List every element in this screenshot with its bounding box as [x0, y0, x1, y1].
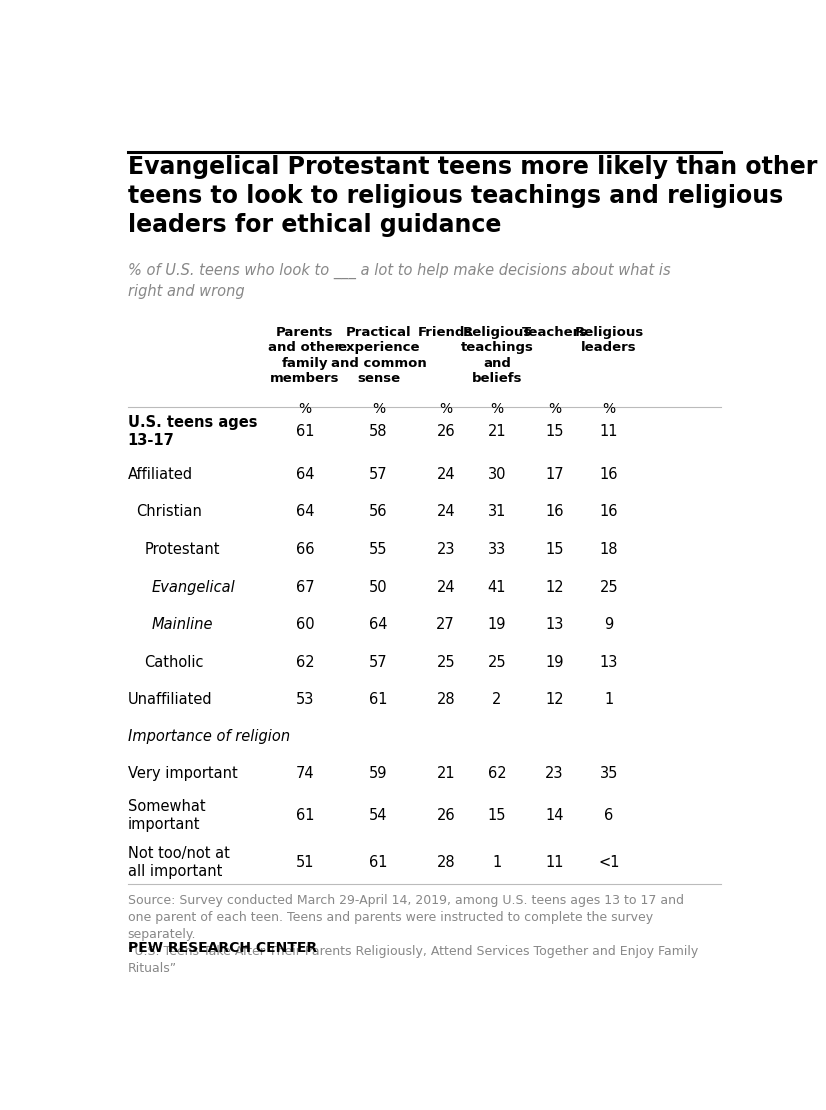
Text: Catholic: Catholic — [145, 655, 204, 669]
Text: 26: 26 — [436, 808, 455, 824]
Text: 61: 61 — [369, 693, 387, 707]
Text: 16: 16 — [600, 504, 618, 519]
Text: 14: 14 — [545, 808, 564, 824]
Text: 61: 61 — [369, 855, 387, 870]
Text: 19: 19 — [487, 617, 506, 633]
Text: 12: 12 — [545, 579, 564, 595]
Text: 12: 12 — [545, 693, 564, 707]
Text: Importance of religion: Importance of religion — [127, 729, 290, 744]
Text: 24: 24 — [436, 504, 455, 519]
Text: 54: 54 — [369, 808, 387, 824]
Text: Mainline: Mainline — [152, 617, 213, 633]
Text: 31: 31 — [488, 504, 506, 519]
Text: 17: 17 — [545, 466, 564, 482]
Text: Religious
teachings
and
beliefs: Religious teachings and beliefs — [461, 325, 534, 385]
Text: 15: 15 — [545, 424, 564, 440]
Text: Protestant: Protestant — [145, 542, 220, 557]
Text: Very important: Very important — [127, 766, 237, 780]
Text: 21: 21 — [436, 766, 455, 780]
Text: 11: 11 — [545, 855, 564, 870]
Text: 59: 59 — [369, 766, 387, 780]
Text: Teachers: Teachers — [521, 325, 587, 339]
Text: 25: 25 — [436, 655, 455, 669]
Text: 61: 61 — [296, 424, 314, 440]
Text: Affiliated: Affiliated — [127, 466, 192, 482]
Text: 53: 53 — [296, 693, 314, 707]
Text: 56: 56 — [369, 504, 387, 519]
Text: Evangelical Protestant teens more likely than other
teens to look to religious t: Evangelical Protestant teens more likely… — [127, 155, 817, 236]
Text: 6: 6 — [605, 808, 614, 824]
Text: %: % — [602, 402, 615, 415]
Text: Not too/not at
all important: Not too/not at all important — [127, 846, 230, 879]
Text: Unaffiliated: Unaffiliated — [127, 693, 212, 707]
Text: 30: 30 — [487, 466, 506, 482]
Text: 33: 33 — [488, 542, 506, 557]
Text: 1: 1 — [605, 693, 614, 707]
Text: %: % — [372, 402, 385, 415]
Text: 25: 25 — [600, 579, 619, 595]
Text: 55: 55 — [369, 542, 387, 557]
Text: 50: 50 — [369, 579, 388, 595]
Text: 60: 60 — [296, 617, 314, 633]
Text: 15: 15 — [545, 542, 564, 557]
Text: 2: 2 — [492, 693, 501, 707]
Text: Practical
experience
and common
sense: Practical experience and common sense — [330, 325, 426, 385]
Text: 64: 64 — [296, 466, 314, 482]
Text: 62: 62 — [487, 766, 506, 780]
Text: 74: 74 — [296, 766, 314, 780]
Text: Religious
leaders: Religious leaders — [574, 325, 643, 354]
Text: Somewhat
important: Somewhat important — [127, 799, 205, 832]
Text: %: % — [548, 402, 561, 415]
Text: %: % — [439, 402, 453, 415]
Text: 13: 13 — [545, 617, 563, 633]
Text: 19: 19 — [545, 655, 564, 669]
Text: 62: 62 — [296, 655, 314, 669]
Text: 64: 64 — [296, 504, 314, 519]
Text: 61: 61 — [296, 808, 314, 824]
Text: Christian: Christian — [136, 504, 202, 519]
Text: Source: Survey conducted March 29-April 14, 2019, among U.S. teens ages 13 to 17: Source: Survey conducted March 29-April … — [127, 894, 698, 975]
Text: 9: 9 — [605, 617, 614, 633]
Text: %: % — [491, 402, 504, 415]
Text: 21: 21 — [487, 424, 506, 440]
Text: 67: 67 — [296, 579, 314, 595]
Text: 66: 66 — [296, 542, 314, 557]
Text: 41: 41 — [487, 579, 506, 595]
Text: 26: 26 — [436, 424, 455, 440]
Text: 18: 18 — [600, 542, 618, 557]
Text: 1: 1 — [492, 855, 501, 870]
Text: 16: 16 — [545, 504, 564, 519]
Text: 51: 51 — [296, 855, 314, 870]
Text: 64: 64 — [369, 617, 387, 633]
Text: % of U.S. teens who look to ___ a lot to help make decisions about what is
right: % of U.S. teens who look to ___ a lot to… — [127, 263, 670, 299]
Text: Evangelical: Evangelical — [152, 579, 235, 595]
Text: 28: 28 — [436, 693, 455, 707]
Text: Parents
and other
family
members: Parents and other family members — [268, 325, 341, 385]
Text: 11: 11 — [600, 424, 618, 440]
Text: 35: 35 — [600, 766, 618, 780]
Text: 27: 27 — [436, 617, 455, 633]
Text: 16: 16 — [600, 466, 618, 482]
Text: 57: 57 — [369, 655, 388, 669]
Text: PEW RESEARCH CENTER: PEW RESEARCH CENTER — [127, 941, 316, 956]
Text: 13: 13 — [600, 655, 618, 669]
Text: 15: 15 — [487, 808, 506, 824]
Text: 28: 28 — [436, 855, 455, 870]
Text: %: % — [298, 402, 311, 415]
Text: 24: 24 — [436, 579, 455, 595]
Text: 23: 23 — [436, 542, 455, 557]
Text: U.S. teens ages
13-17: U.S. teens ages 13-17 — [127, 415, 257, 448]
Text: 57: 57 — [369, 466, 388, 482]
Text: Friends: Friends — [418, 325, 473, 339]
Text: 23: 23 — [545, 766, 564, 780]
Text: 24: 24 — [436, 466, 455, 482]
Text: <1: <1 — [598, 855, 620, 870]
Text: 58: 58 — [369, 424, 387, 440]
Text: 25: 25 — [487, 655, 506, 669]
